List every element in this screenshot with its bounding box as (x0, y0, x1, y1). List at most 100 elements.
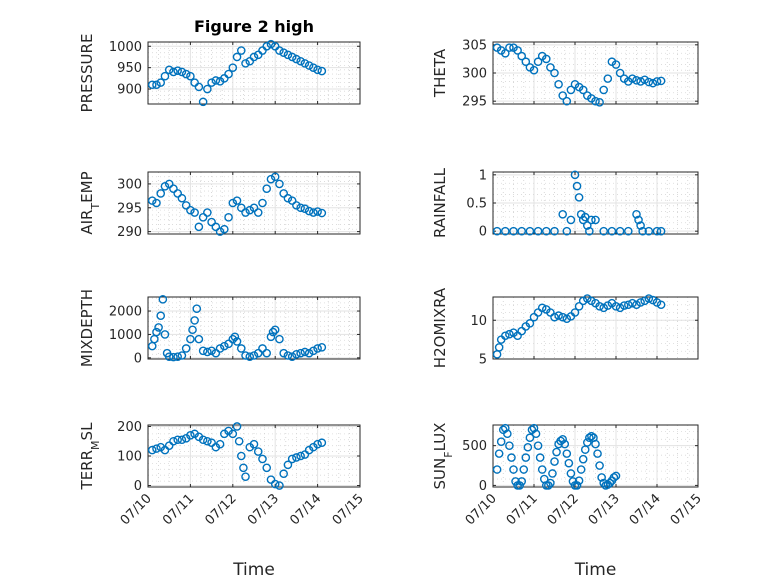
subplot-5: 0 1000 2000 MIXDEPTH (78, 289, 361, 367)
data-point (164, 441, 174, 450)
data-point (253, 348, 263, 358)
data-point (279, 48, 288, 57)
data-point (535, 453, 545, 462)
data-point (531, 429, 541, 439)
data-point (262, 348, 272, 358)
data-point (147, 196, 157, 205)
data-point (517, 226, 527, 236)
data-point (634, 215, 643, 225)
data-point (644, 294, 654, 303)
data-point (268, 327, 278, 337)
data-point (304, 206, 314, 216)
data-point (203, 436, 212, 446)
axes-box (147, 41, 361, 105)
data-point (550, 226, 559, 236)
y-tick-label: 300 (117, 177, 142, 192)
data-point (169, 184, 178, 193)
y-tick-label: 300 (462, 67, 487, 82)
data-point (234, 436, 244, 446)
data-point (186, 431, 195, 440)
data-point (317, 66, 327, 76)
data-point (262, 41, 272, 51)
data-point (521, 453, 531, 462)
data-point (636, 221, 645, 230)
data-point (181, 344, 191, 353)
data-point (241, 472, 250, 481)
data-point (258, 344, 267, 353)
y-axis-label: PRESSURE (78, 34, 96, 113)
data-point (283, 50, 293, 60)
data-point (186, 334, 195, 344)
data-point (578, 85, 588, 95)
y-axis-label: SUNFLUX (431, 423, 455, 490)
data-point (533, 441, 543, 450)
data-point (154, 323, 163, 332)
data-point (211, 348, 221, 358)
y-tick-label: 1000 (109, 40, 142, 55)
data-point (309, 63, 318, 72)
data-point (190, 208, 199, 217)
data-point (554, 79, 563, 89)
data-point (599, 478, 609, 488)
data-point (211, 222, 221, 232)
data-point (628, 74, 637, 83)
data-point (207, 438, 216, 448)
data-point (558, 435, 568, 444)
data-point (309, 346, 318, 356)
data-point (619, 301, 629, 310)
data-point (203, 84, 212, 94)
data-point (587, 215, 596, 225)
data-point (173, 189, 182, 198)
data-point (611, 301, 621, 311)
data-point (593, 449, 602, 458)
data-point (583, 438, 592, 447)
data-point (211, 76, 221, 85)
data-point (203, 347, 212, 357)
data-point (656, 226, 666, 236)
data-point (215, 439, 225, 449)
y-tick-label: 100 (117, 450, 142, 465)
data-point (266, 332, 276, 342)
data-point (494, 343, 504, 352)
data-point (558, 91, 568, 100)
data-point (177, 351, 187, 360)
data-point (152, 327, 161, 337)
data-point (548, 469, 557, 478)
y-tick-label: 0 (134, 351, 142, 366)
data-point (253, 208, 263, 217)
data-point (258, 454, 267, 464)
data-point (181, 201, 191, 210)
data-point (236, 451, 246, 461)
data-point (554, 311, 563, 320)
data-point (152, 444, 161, 453)
data-point (595, 461, 604, 470)
data-point (158, 295, 168, 304)
y-tick-label: 1 (479, 168, 487, 183)
axes-box (492, 296, 699, 360)
data-point (529, 65, 539, 75)
data-point (194, 334, 204, 344)
data-point (156, 189, 166, 198)
data-point (156, 78, 166, 87)
data-point (236, 344, 246, 353)
data-point (521, 57, 531, 67)
data-point (505, 43, 514, 52)
data-point (591, 215, 600, 225)
y-tick-label: 0.5 (466, 197, 487, 212)
data-point (177, 193, 187, 203)
subplot-4: 0 0.5 1 RAINFALL (431, 167, 699, 240)
data-point (585, 433, 594, 443)
data-point (652, 77, 662, 86)
data-point (275, 334, 284, 344)
data-point (304, 348, 314, 358)
data-point (313, 439, 322, 449)
data-point (275, 46, 284, 55)
data-point (632, 76, 641, 85)
data-point (494, 449, 504, 458)
data-point (275, 481, 284, 490)
data-point (656, 76, 666, 86)
data-point (591, 439, 600, 449)
data-point (500, 226, 510, 236)
data-point (266, 174, 276, 184)
